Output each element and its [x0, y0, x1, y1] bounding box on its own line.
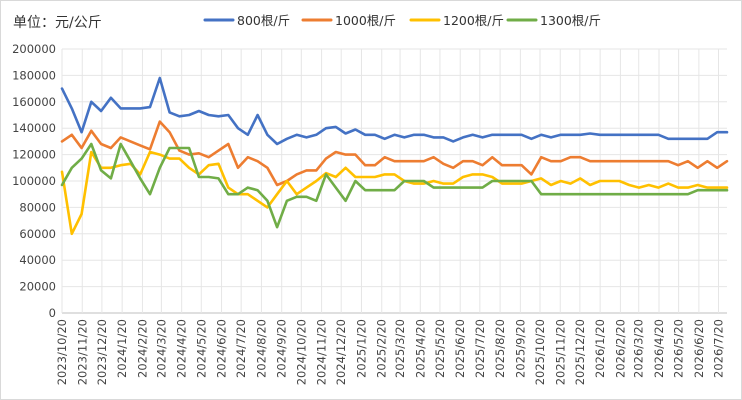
grid [61, 48, 727, 314]
x-axis-tick-labels: 2023/10/20 2023/11/20 2023/12/20 2024/1/20 2… [55, 319, 725, 385]
x-tick-label: 2025/7/20 [473, 319, 487, 378]
x-tick-label: 2025/5/20 [433, 319, 447, 378]
x-tick-label: 2025/2/20 [375, 319, 389, 378]
x-tick-label: 2024/4/20 [175, 319, 189, 378]
y-tick-label: 0 [49, 306, 56, 320]
legend: 800根/斤 1000根/斤 1200根/斤 1300根/斤 [203, 13, 601, 28]
legend-label: 1200根/斤 [443, 13, 504, 28]
legend-label: 1300根/斤 [540, 13, 601, 28]
y-tick-label: 180000 [12, 68, 56, 82]
x-tick-label: 2025/9/20 [513, 319, 527, 378]
x-tick-label: 2025/11/20 [553, 319, 567, 385]
x-tick-label: 2024/6/20 [215, 319, 229, 378]
x-tick-label: 2023/11/20 [75, 319, 89, 385]
x-tick-label: 2025/6/20 [453, 319, 467, 378]
x-tick-label: 2025/1/20 [354, 319, 368, 378]
x-tick-label: 2025/3/20 [393, 319, 407, 378]
y-tick-label: 160000 [12, 95, 56, 109]
x-tick-label: 2025/4/20 [413, 319, 427, 378]
x-tick-label: 2026/7/20 [711, 319, 725, 378]
series-line-4 [60, 142, 729, 229]
y-tick-label: 80000 [19, 200, 56, 214]
y-tick-label: 60000 [19, 227, 56, 241]
x-tick-label: 2024/9/20 [275, 319, 289, 378]
x-tick-label: 2026/4/20 [652, 319, 666, 378]
x-tick-label: 2024/2/20 [135, 319, 149, 378]
x-tick-label: 2023/10/20 [55, 319, 69, 385]
unit-label: 单位：元/公斤 [13, 15, 102, 31]
series-line-1 [60, 76, 729, 146]
x-tick-label: 2026/3/20 [632, 319, 646, 378]
x-tick-label: 2024/7/20 [234, 319, 248, 378]
series-line-3 [60, 150, 729, 236]
legend-label: 1000根/斤 [335, 13, 396, 28]
x-tick-label: 2026/5/20 [672, 319, 686, 378]
y-tick-label: 200000 [12, 42, 56, 56]
series-line-2 [60, 120, 729, 187]
x-tick-label: 2024/11/20 [315, 319, 329, 385]
y-tick-label: 100000 [12, 174, 56, 188]
x-tick-label: 2025/12/20 [573, 319, 587, 385]
y-tick-label: 40000 [19, 253, 56, 267]
x-tick-label: 2024/8/20 [254, 319, 268, 378]
legend-label: 800根/斤 [237, 13, 290, 28]
x-tick-label: 2024/12/20 [334, 319, 348, 385]
x-tick-label: 2024/3/20 [154, 319, 168, 378]
x-tick-label: 2026/6/20 [692, 319, 706, 378]
y-tick-label: 120000 [12, 148, 56, 162]
y-axis-tick-labels: 0 20000 40000 60000 80000 100000 120000 140000 1… [12, 42, 56, 320]
series-lines [60, 76, 729, 236]
x-tick-label: 2024/1/20 [115, 319, 129, 378]
x-tick-label: 2026/1/20 [593, 319, 607, 378]
y-tick-label: 20000 [19, 280, 56, 294]
x-tick-label: 2023/12/20 [95, 319, 109, 385]
y-tick-label: 140000 [12, 121, 56, 135]
x-tick-label: 2024/10/20 [294, 319, 308, 385]
x-tick-label: 2024/5/20 [194, 319, 208, 378]
x-tick-label: 2025/10/20 [533, 319, 547, 385]
x-tick-label: 2025/8/20 [493, 319, 507, 378]
x-tick-label: 2026/2/20 [613, 319, 627, 378]
